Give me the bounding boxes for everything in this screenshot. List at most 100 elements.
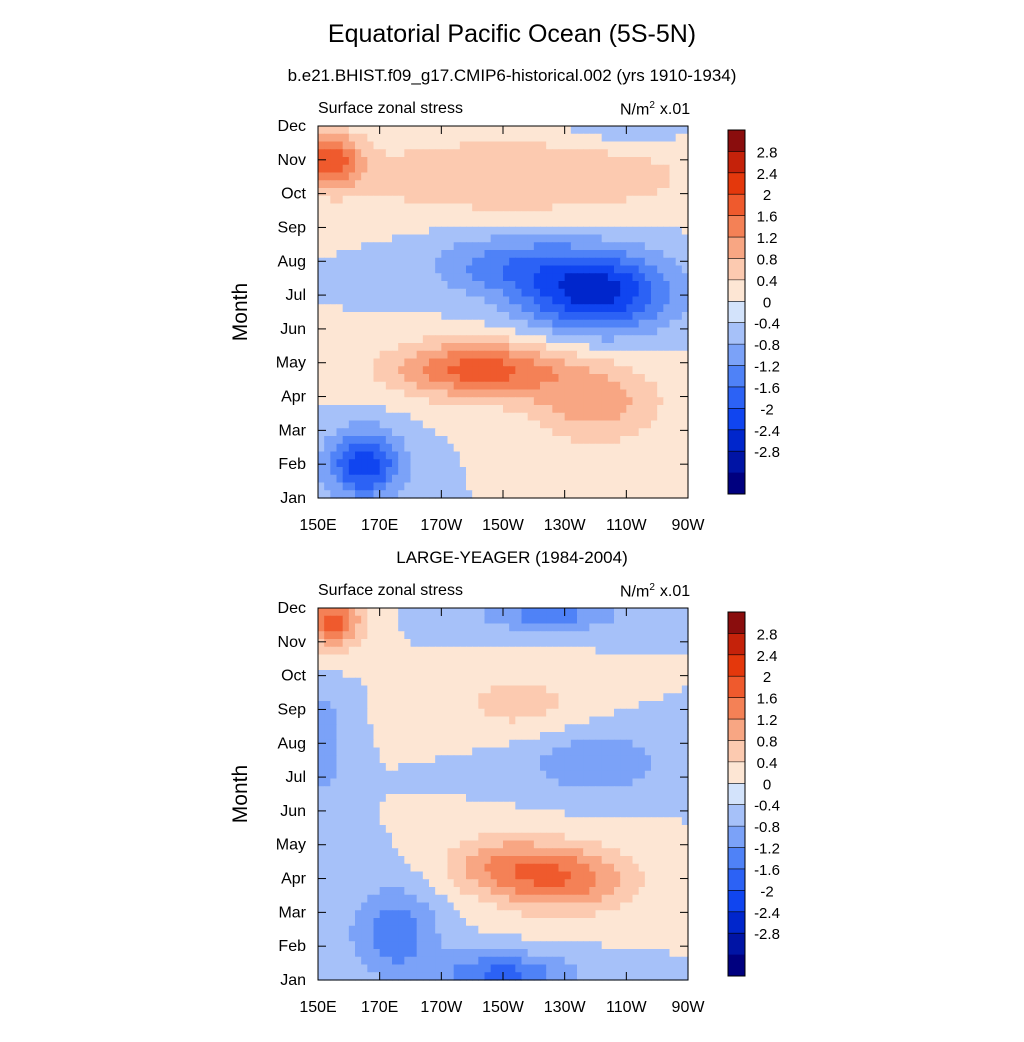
heatmap-cell [577,273,584,281]
heatmap-cell [478,709,485,717]
heatmap-cell [645,273,652,281]
heatmap-cell [589,304,596,312]
heatmap-cell [349,670,356,678]
heatmap-cell [540,273,547,281]
y-tick-label: Nov [278,152,306,169]
heatmap-cell [546,771,553,779]
heatmap-cell [602,786,609,794]
heatmap-cell [497,211,504,219]
heatmap-cell [540,157,547,165]
heatmap-cell [657,180,664,188]
heatmap-cell [386,848,393,856]
heatmap-cell [337,779,344,787]
heatmap-cell [374,693,381,701]
heatmap-cell [337,693,344,701]
heatmap-cell [497,204,504,212]
heatmap-cell [361,250,368,258]
heatmap-cell [337,188,344,196]
colorbar-label: -1.6 [754,380,780,397]
heatmap-cell [349,297,356,305]
heatmap-cell [645,343,652,351]
heatmap-cell [380,258,387,266]
heatmap-cell [651,662,658,670]
heatmap-cell [367,779,374,787]
heatmap-cell [651,459,658,467]
heatmap-cell [485,647,492,655]
heatmap-cell [343,405,350,413]
heatmap-cell [330,289,337,297]
heatmap-cell [509,748,516,756]
heatmap-cell [398,397,405,405]
heatmap-cell [417,817,424,825]
heatmap-cell [423,242,430,250]
heatmap-cell [448,724,455,732]
heatmap-cell [485,802,492,810]
heatmap-cell [620,266,627,274]
heatmap-cell [429,678,436,686]
heatmap-cell [355,320,362,328]
heatmap-cell [503,655,510,663]
heatmap-cell [497,188,504,196]
heatmap-cell [509,165,516,173]
heatmap-cell [546,188,553,196]
heatmap-cell [663,655,670,663]
heatmap-cell [417,436,424,444]
heatmap-cell [429,227,436,235]
heatmap-cell [466,157,473,165]
heatmap-cell [676,289,683,297]
heatmap-cell [343,701,350,709]
heatmap-cell [589,188,596,196]
heatmap-cell [386,173,393,181]
heatmap-cell [571,258,578,266]
heatmap-cell [577,173,584,181]
heatmap-cell [645,413,652,421]
heatmap-cell [460,436,467,444]
heatmap-cell [411,165,418,173]
heatmap-cell [626,390,633,398]
heatmap-cell [663,211,670,219]
heatmap-cell [515,732,522,740]
heatmap-cell [534,242,541,250]
heatmap-cell [620,444,627,452]
heatmap-cell [608,428,615,436]
heatmap-cell [423,219,430,227]
heatmap-cell [318,817,325,825]
heatmap-cell [367,266,374,274]
heatmap-cell [472,802,479,810]
heatmap-cell [478,802,485,810]
heatmap-cell [349,149,356,157]
heatmap-cell [318,647,325,655]
heatmap-cell [522,250,529,258]
heatmap-cell [497,436,504,444]
heatmap-cell [337,266,344,274]
heatmap-cell [534,786,541,794]
heatmap-cell [404,639,411,647]
heatmap-cell [454,856,461,864]
heatmap-cell [374,374,381,382]
heatmap-cell [515,709,522,717]
heatmap-cell [614,717,621,725]
heatmap-cell [423,397,430,405]
heatmap-cell [423,227,430,235]
heatmap-cell [676,755,683,763]
heatmap-cell [343,841,350,849]
heatmap-cell [324,452,331,460]
heatmap-cell [509,196,516,204]
colorbar-label: 2 [763,187,771,204]
heatmap-cell [503,366,510,374]
heatmap-cell [392,825,399,833]
heatmap-cell [633,134,640,142]
heatmap-cell [485,436,492,444]
heatmap-cell [478,717,485,725]
heatmap-cell [423,273,430,281]
heatmap-cell [429,297,436,305]
heatmap-cell [645,452,652,460]
heatmap-cell [460,608,467,616]
heatmap-cell [435,405,442,413]
heatmap-cell [497,180,504,188]
heatmap-cell [485,786,492,794]
heatmap-cell [633,227,640,235]
heatmap-cell [367,678,374,686]
heatmap-cell [651,281,658,289]
heatmap-cell [540,670,547,678]
